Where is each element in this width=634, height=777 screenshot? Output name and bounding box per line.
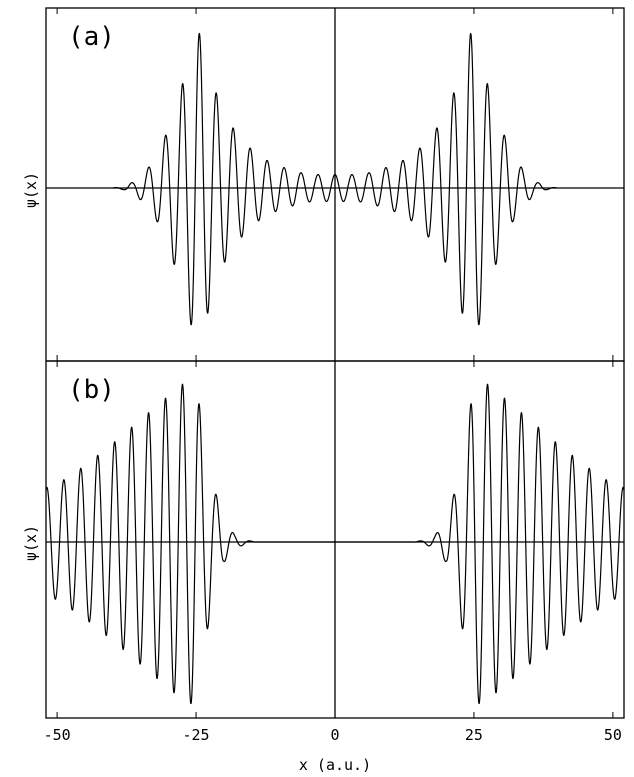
- x-tick-labels: -50 -25 0 25 50: [44, 726, 622, 744]
- panel-b-ticks: [56, 361, 614, 718]
- x-tick-label-4: 50: [604, 726, 622, 744]
- panel-b: (b) ψ(x) -50 -25 0 25 50 x (a.u.): [22, 360, 625, 774]
- panel-a: (a) ψ(x): [22, 7, 625, 362]
- panel-a-ylabel: ψ(x): [22, 172, 40, 208]
- panel-b-ylabel: ψ(x): [22, 525, 40, 561]
- x-tick-label-1: -25: [183, 726, 210, 744]
- panel-a-label: (a): [68, 22, 115, 52]
- panel-b-label: (b): [68, 375, 115, 405]
- panel-a-ticks: [56, 8, 614, 361]
- x-tick-label-0: -50: [44, 726, 71, 744]
- x-tick-label-2: 0: [330, 726, 339, 744]
- x-tick-label-3: 25: [465, 726, 483, 744]
- panel-b-series-line: [45, 383, 625, 705]
- x-axis-title: x (a.u.): [299, 756, 371, 774]
- panel-a-series-line: [112, 32, 558, 326]
